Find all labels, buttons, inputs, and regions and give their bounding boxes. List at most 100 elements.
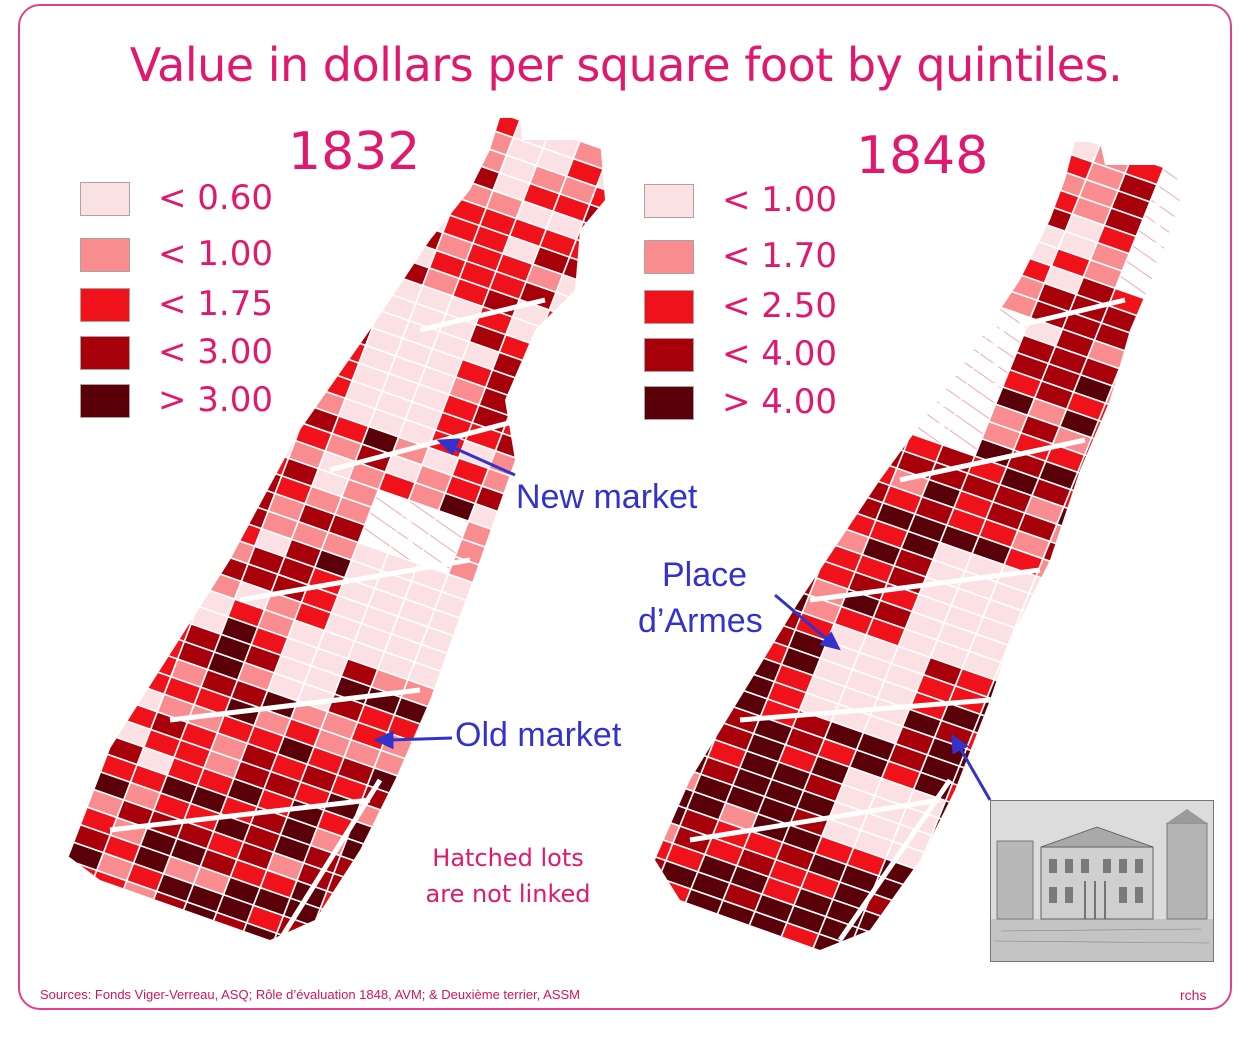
lot-parcel (524, 442, 564, 473)
year-1832-label: 1832 (288, 122, 421, 182)
lot-parcel (1007, 173, 1049, 204)
lot-parcel (403, 759, 442, 790)
lot-parcel (778, 921, 821, 950)
legend-item: < 1.00 (644, 180, 864, 220)
lot-parcel (884, 386, 926, 418)
lot-parcel (187, 524, 226, 555)
lot-parcel (895, 903, 937, 934)
lot-parcel (551, 372, 591, 403)
lot-parcel (1155, 166, 1180, 197)
lot-parcel (341, 298, 381, 329)
legend-label: < 1.75 (158, 284, 273, 324)
lot-parcel (438, 133, 478, 164)
map-title: Value in dollars per square foot by quin… (129, 38, 1123, 92)
lot-parcel (688, 692, 730, 724)
legend-label: < 1.70 (722, 236, 837, 276)
legend-swatch (644, 290, 694, 324)
lot-parcel (1021, 592, 1063, 623)
lot-parcel (361, 245, 401, 277)
lot-parcel (423, 89, 460, 117)
street (899, 437, 1086, 483)
lot-parcel (1207, 224, 1246, 252)
lot-parcel (348, 281, 387, 312)
lot-parcel (415, 118, 455, 136)
lot-parcel (908, 968, 947, 996)
lot-parcel (606, 232, 643, 260)
lot-parcel (354, 263, 394, 294)
lot-parcel (537, 407, 577, 438)
lot-parcel (831, 427, 873, 459)
legend-item: > 4.00 (644, 382, 864, 422)
legend-item: < 1.00 (80, 234, 300, 274)
lot-parcel (989, 142, 1031, 159)
lot-parcel (1167, 229, 1180, 260)
lot-parcel (1186, 276, 1225, 304)
legend-swatch (644, 338, 694, 372)
lot-parcel (385, 118, 425, 125)
lot-parcel (1007, 626, 1049, 658)
lot-parcel (166, 577, 206, 608)
lot-parcel (915, 220, 957, 251)
lot-parcel (979, 242, 1021, 274)
street (329, 417, 521, 473)
lot-parcel (972, 713, 1014, 744)
lot-parcel (965, 100, 1004, 128)
legend-swatch (644, 240, 694, 274)
lot-parcel (1094, 499, 1136, 531)
lot-parcel (514, 379, 554, 410)
lot-parcel (944, 782, 986, 813)
lot-parcel (1153, 264, 1180, 295)
lot-parcel (1122, 430, 1164, 462)
lot-parcel (362, 865, 402, 896)
lot-parcel (954, 214, 996, 245)
lot-parcel (1125, 333, 1167, 364)
lot-parcel (220, 436, 260, 467)
lot-parcel (751, 537, 793, 568)
lot-parcel (824, 444, 866, 476)
lot-parcel (880, 306, 922, 338)
lot-parcel (1182, 196, 1221, 224)
lot-parcel (866, 341, 908, 372)
legend-label: < 3.00 (158, 332, 273, 372)
lot-parcel (891, 369, 933, 401)
engraving-arrowhead (951, 733, 969, 755)
lot-parcel (497, 513, 537, 544)
lot-parcel (470, 583, 510, 614)
lot-parcel (695, 675, 737, 707)
lot-parcel (331, 235, 371, 266)
lot-parcel (785, 450, 827, 482)
lot-parcel (778, 468, 821, 499)
hatched-lots-note: Hatched lots are not linked (400, 840, 616, 912)
street-lines (109, 297, 1126, 942)
lot-parcel (548, 291, 588, 322)
lot-parcel (933, 265, 975, 297)
lot-parcel (207, 471, 247, 502)
sources-credit: Sources: Fonds Viger-Verreau, ASQ; Rôle … (40, 987, 581, 1002)
legend-item: < 0.60 (80, 178, 300, 218)
legend-label: > 3.00 (158, 380, 273, 420)
lot-parcel (1004, 724, 1046, 756)
lot-parcel (227, 418, 267, 449)
lot-parcel (531, 425, 570, 456)
lot-parcel (965, 277, 1007, 308)
historic-engraving-image (990, 800, 1214, 962)
lot-parcel (355, 882, 395, 914)
hatched-note-line2: are not linked (425, 880, 591, 908)
lot-parcel (193, 506, 233, 537)
lot-parcel (173, 559, 213, 590)
lot-parcel (888, 920, 930, 950)
lot-parcel (655, 865, 661, 897)
lot-parcel (582, 203, 605, 234)
lot-parcel (1073, 551, 1115, 583)
lot-parcel (409, 742, 449, 773)
street (169, 687, 421, 723)
lot-parcel (890, 191, 932, 223)
lot-parcel (1027, 575, 1070, 606)
engraving-drawing (991, 801, 1213, 961)
legend-item: < 2.50 (644, 286, 864, 326)
lot-parcel (961, 196, 1003, 228)
lot-parcel (869, 243, 911, 275)
lot-parcel (463, 601, 503, 632)
lot-parcel (312, 907, 352, 938)
lot-parcel (922, 202, 964, 234)
